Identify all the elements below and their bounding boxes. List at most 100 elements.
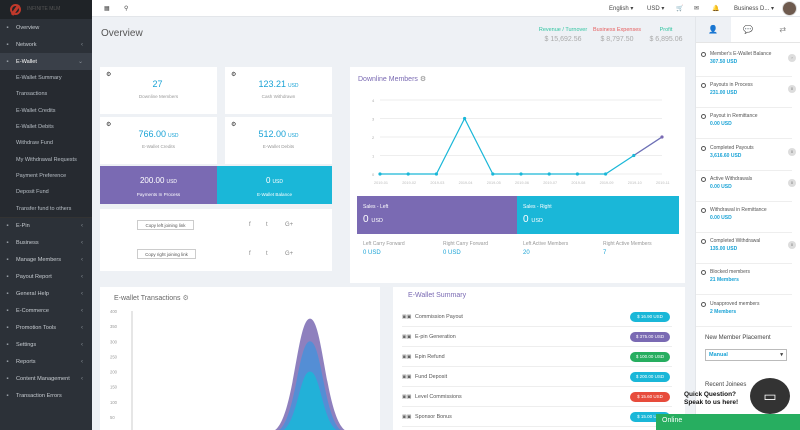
right-stat-item[interactable]: Blocked members 21 Members <box>701 269 796 283</box>
count-badge: › <box>788 54 796 62</box>
chat-prompt[interactable]: Quick Question? Speak to us here! <box>684 391 739 406</box>
twitter-icon[interactable]: t <box>266 222 268 228</box>
gear-icon[interactable]: ⚙ <box>106 72 112 78</box>
top-bar: ▦ ⚲ English ▾ USD ▾ 🛒 ✉ 🔔 Business D... … <box>92 0 800 17</box>
sidebar-subitem[interactable]: E-Wallet Summary <box>0 70 92 87</box>
y-tick-label: 200 <box>110 370 118 375</box>
right-stat-label: Unapproved members <box>710 300 760 307</box>
chevron-icon: ‹ <box>81 257 83 264</box>
y-tick-label: 50 <box>110 415 115 420</box>
circle-icon <box>701 176 706 182</box>
tab-transfer[interactable]: ⇄ <box>765 17 800 42</box>
sidebar-item-network[interactable]: ▪ Network ‹ <box>0 36 92 53</box>
right-stat-item[interactable]: Withdrawal in Remittance 0.00 USD <box>701 207 796 221</box>
summary-label: Commission Payout <box>415 313 463 320</box>
sidebar-item-content-management[interactable]: ▪ Content Management ‹ <box>0 371 92 388</box>
panel-title: E-wallet Transactions ⚙ <box>114 295 189 302</box>
summary-row: ▣▣ Level Commissions $ 15.60 USD <box>402 387 672 407</box>
summary-row: ▣▣ Commission Payout $ 16.90 USD <box>402 307 672 327</box>
panel-title: Downline Members ⚙ <box>358 76 427 83</box>
sidebar: INFINITE MLM ▪ Overview ▪ Network ‹ ▪ E-Wallet… <box>0 0 92 430</box>
right-stat-item[interactable]: Member's E-Wallet Balance 307.50 USD › <box>701 51 796 65</box>
chat-icon: 💬 <box>743 25 753 34</box>
sidebar-subitem[interactable]: Payment Preference <box>0 167 92 185</box>
user-icon[interactable]: ⚲ <box>124 6 129 12</box>
sidebar-subitem[interactable]: E-Wallet Credits <box>0 102 92 119</box>
sidebar-item-e-pin[interactable]: ▪ E-Pin ‹ <box>0 218 92 235</box>
right-stat-item[interactable]: Active Withdrawals 0.00 USD 0 <box>701 176 796 190</box>
card-label: E-Wallet Credits <box>141 144 175 149</box>
data-point <box>406 172 410 176</box>
sidebar-subitem[interactable]: My Withdrawal Requests <box>0 151 92 168</box>
sidebar-item-e-wallet[interactable]: ▪ E-Wallet ⌄ <box>0 53 92 70</box>
sidebar-item-general-help[interactable]: ▪ General Help ‹ <box>0 286 92 303</box>
gear-icon[interactable]: ⚙ <box>231 122 237 128</box>
ewallet-balance-box: 0 USD E-Wallet Balance <box>217 166 332 204</box>
right-stat-item[interactable]: Payouts in Process 231.00 USD 0 <box>701 82 796 96</box>
sales-right-label: Sales - Right <box>523 204 552 210</box>
summary-amount-badge: $ 100.00 USD <box>630 352 670 362</box>
sidebar-subitem[interactable]: Transfer fund to others <box>0 200 92 217</box>
sidebar-item-settings[interactable]: ▪ Settings ‹ <box>0 337 92 354</box>
sidebar-subitem[interactable]: Transactions <box>0 86 92 103</box>
y-tick-label: 4 <box>372 98 375 103</box>
right-stat-item[interactable]: Completed Withdrawal 135.00 USD 0 <box>701 238 796 252</box>
sidebar-item-business[interactable]: ▪ Business ‹ <box>0 235 92 252</box>
referral-links-card: Copy left joining link Copy right joinin… <box>100 209 332 271</box>
sidebar-item-promotion-tools[interactable]: ▪ Promotion Tools ‹ <box>0 320 92 337</box>
summary-amount-badge: $ 375.00 USD <box>630 332 670 342</box>
mail-icon[interactable]: ✉ <box>694 6 700 12</box>
sidebar-item-manage-members[interactable]: ▪ Manage Members ‹ <box>0 252 92 269</box>
sidebar-subitem[interactable]: Withdraw Fund <box>0 135 92 152</box>
sidebar-item-payout-report[interactable]: ▪ Payout Report ‹ <box>0 269 92 286</box>
logo-icon <box>10 4 21 15</box>
x-tick-label: 2019-09 <box>600 181 614 185</box>
chat-bubble-icon[interactable]: ▭ <box>750 378 790 414</box>
gear-icon[interactable]: ⚙ <box>106 122 112 128</box>
sidebar-item-label: Content Management <box>16 376 70 383</box>
twitter-icon[interactable]: t <box>266 251 268 257</box>
currency-select[interactable]: USD ▾ <box>647 0 664 17</box>
sidebar-subitem[interactable]: Deposit Fund <box>0 184 92 201</box>
right-stat-value: 2 Members <box>710 308 737 315</box>
copy-right-link-button[interactable]: Copy right joining link <box>137 249 196 259</box>
sidebar-subitem[interactable]: E-Wallet Debits <box>0 118 92 136</box>
google-plus-icon[interactable]: G+ <box>285 251 294 257</box>
cart-icon[interactable]: 🛒 <box>676 6 684 12</box>
tab-profile[interactable]: 👤 <box>696 17 731 42</box>
chevron-icon: ‹ <box>81 274 83 281</box>
circle-icon <box>701 52 706 57</box>
placement-select[interactable]: Manual ▾ <box>705 349 787 361</box>
gear-icon[interactable]: ⚙ <box>182 295 189 302</box>
revenue-value: $ 15,692.56 <box>544 36 582 43</box>
gear-icon[interactable]: ⚙ <box>419 76 427 83</box>
language-select[interactable]: English ▾ <box>609 0 633 17</box>
chevron-icon: ‹ <box>81 308 83 315</box>
right-stat-item[interactable]: Unapproved members 2 Members <box>701 301 796 315</box>
tab-messages[interactable]: 💬 <box>731 17 766 42</box>
grid-icon[interactable]: ▦ <box>104 6 110 12</box>
copy-left-link-button[interactable]: Copy left joining link <box>137 220 194 230</box>
chat-online-bar[interactable]: Online <box>656 414 800 430</box>
google-plus-icon[interactable]: G+ <box>285 222 294 228</box>
sidebar-item-transaction-errors[interactable]: ▪ Transaction Errors <box>0 388 92 405</box>
right-stat-item[interactable]: Payout in Remittance 0.00 USD <box>701 113 796 127</box>
data-point <box>491 172 495 176</box>
gear-icon[interactable]: ⚙ <box>231 72 237 78</box>
facebook-icon[interactable]: f <box>249 251 251 257</box>
sidebar-item-reports[interactable]: ▪ Reports ‹ <box>0 354 92 371</box>
avatar[interactable] <box>782 1 797 16</box>
sidebar-item-e-commerce[interactable]: ▪ E-Commerce ‹ <box>0 303 92 320</box>
bell-icon[interactable]: 🔔 <box>712 6 720 12</box>
sidebar-item-overview[interactable]: ▪ Overview <box>0 19 92 36</box>
right-stat-value: 231.00 USD <box>710 90 738 97</box>
user-menu[interactable]: Business D... ▾ <box>734 0 774 17</box>
chevron-down-icon: ▾ <box>780 352 783 358</box>
app-logo[interactable]: INFINITE MLM <box>0 0 92 19</box>
summary-label: Level Commissions <box>415 393 462 400</box>
chevron-icon: ‹ <box>81 325 83 332</box>
card-value: 123.21 USD <box>258 79 299 89</box>
right-stat-item[interactable]: Completed Payouts 3,616.60 USD 0 <box>701 145 796 159</box>
facebook-icon[interactable]: f <box>249 222 251 228</box>
x-tick-label: 2019-04 <box>459 181 473 185</box>
